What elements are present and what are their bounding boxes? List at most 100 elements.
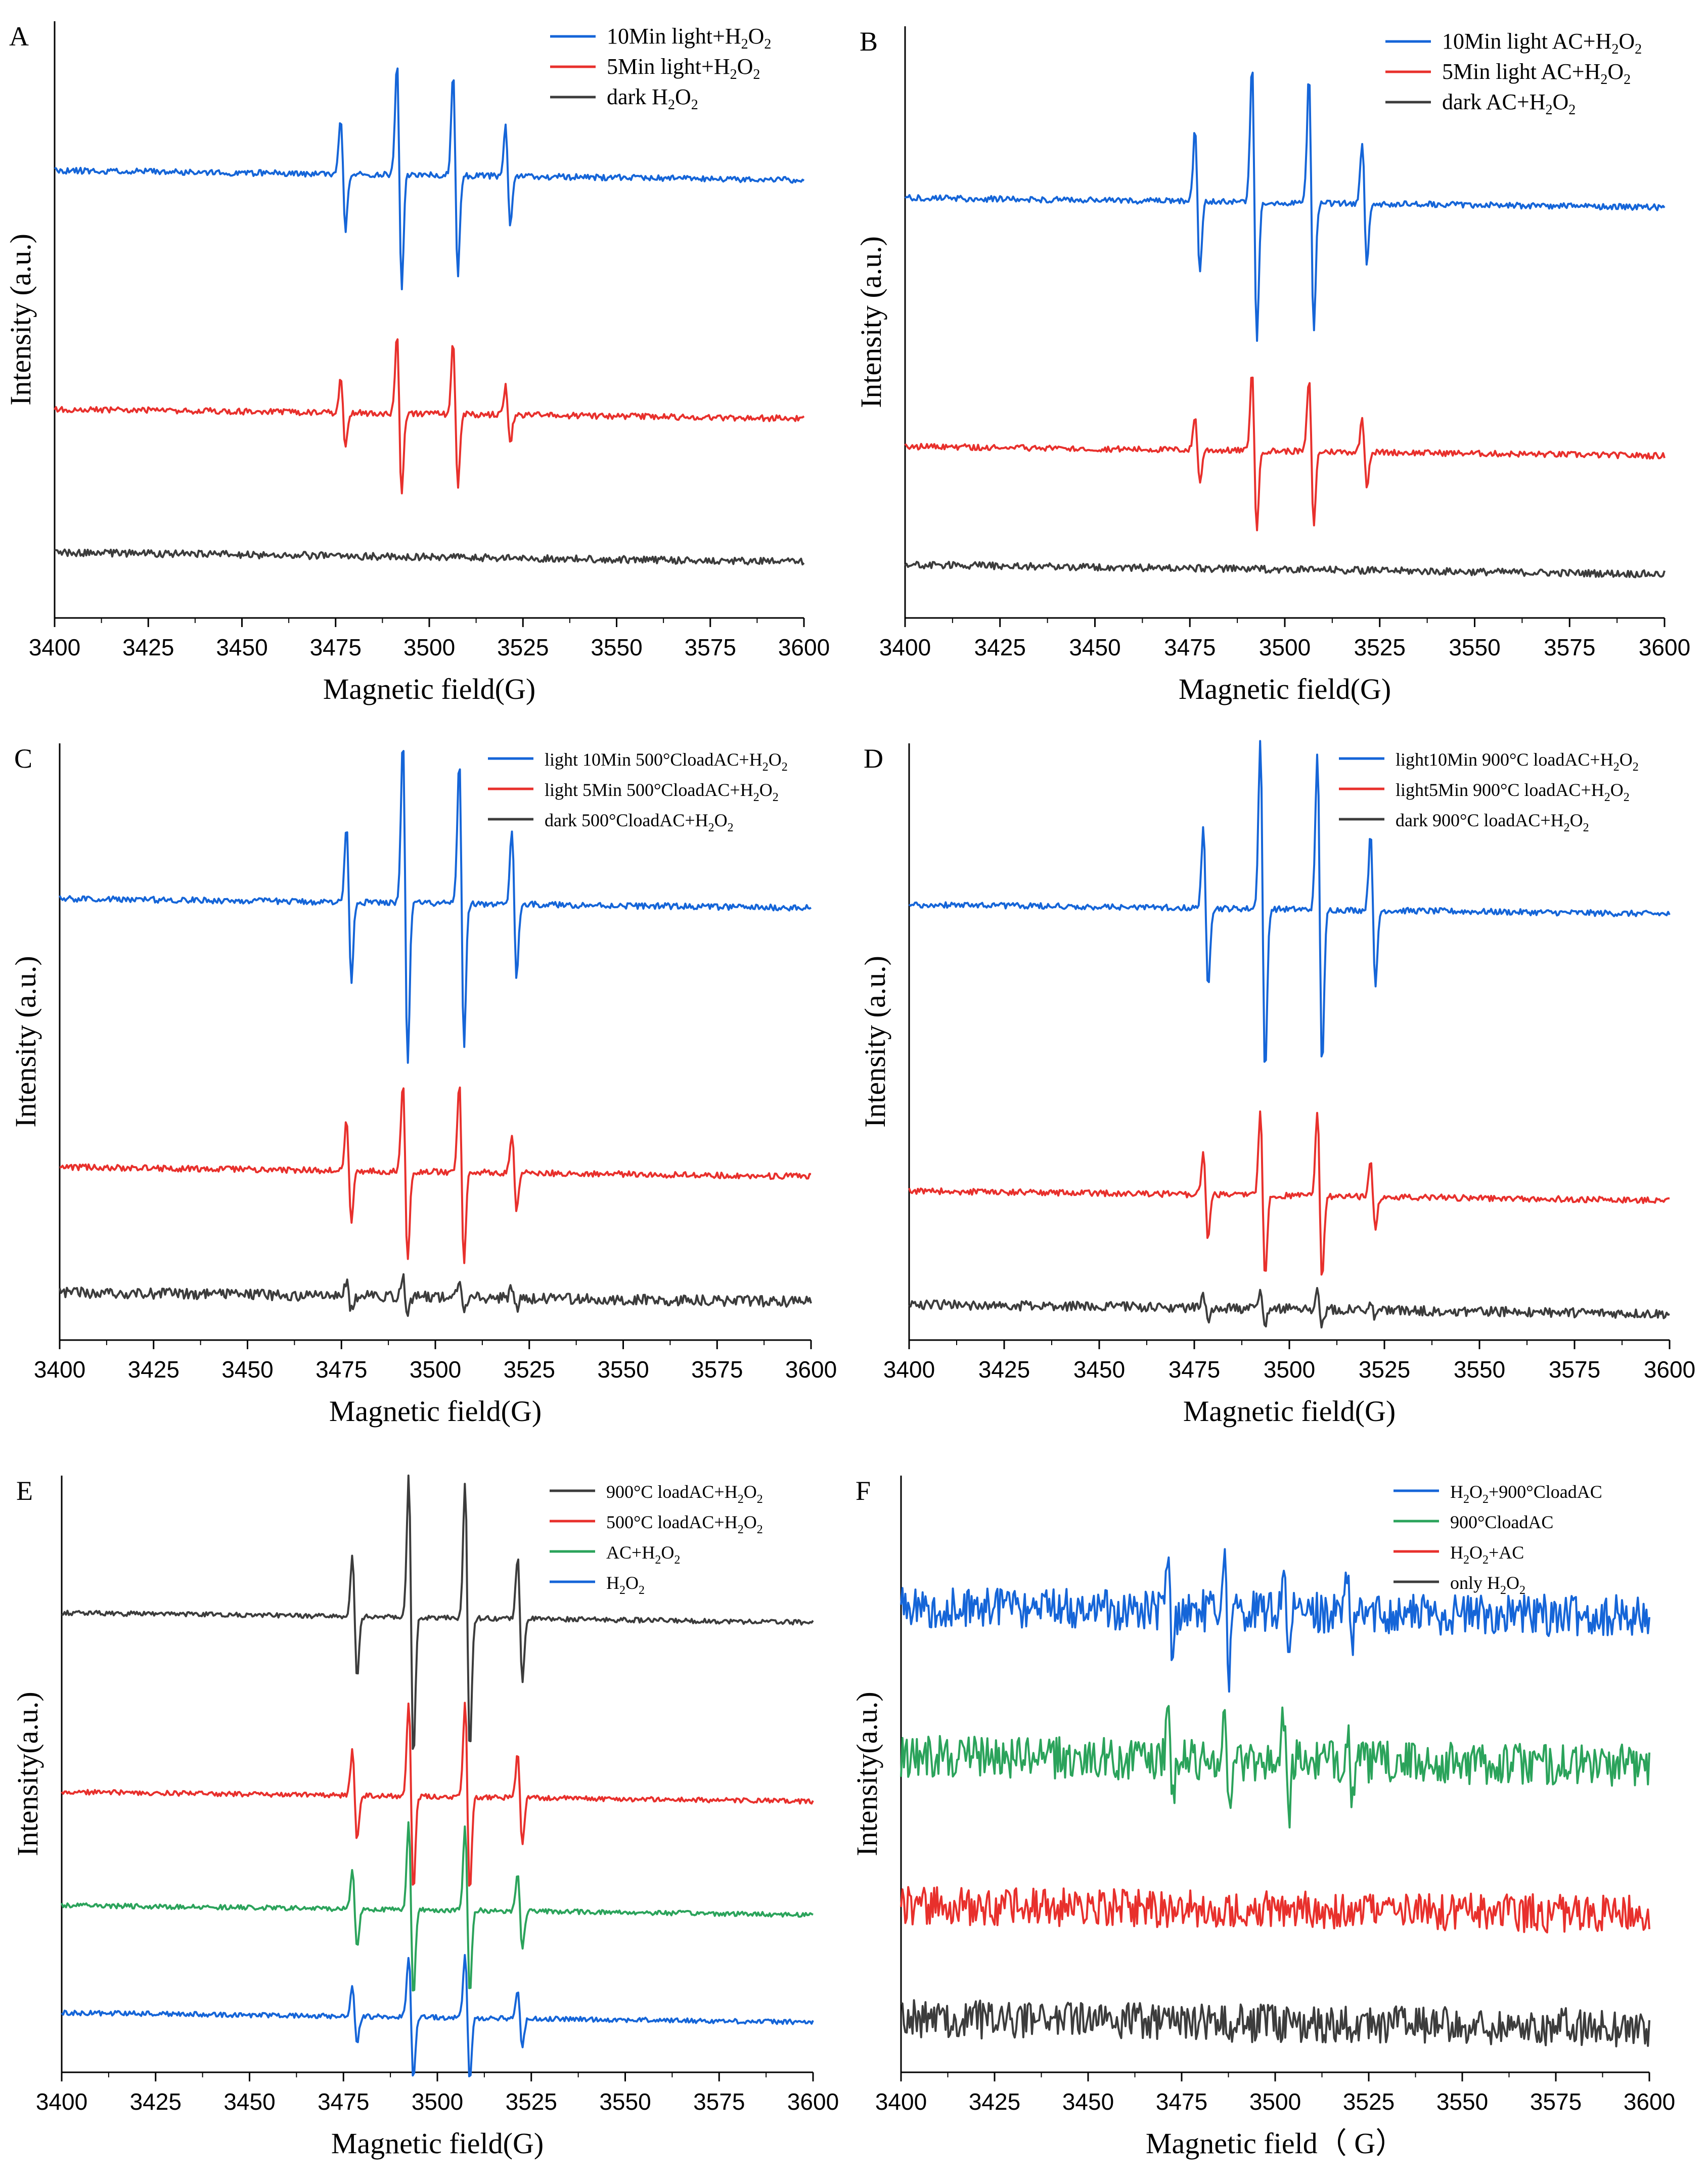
legend-label: 500°C loadAC+H2O2 — [606, 1512, 763, 1536]
x-tick-label: 3575 — [1544, 634, 1595, 660]
legend-label: light 10Min 500°CloadAC+H2O2 — [545, 749, 788, 774]
legend-subscript: 2 — [738, 1523, 744, 1536]
legend-text: 900°C loadAC+H — [606, 1482, 738, 1502]
x-tick-label: 3500 — [1249, 2088, 1301, 2115]
x-tick-label: 3575 — [1530, 2088, 1582, 2115]
legend-text: O — [1607, 59, 1624, 84]
panel-f: 3400 3425 3450 3475 3500 3525 3550 3575 3600 F Mag… — [850, 1476, 1675, 2160]
legend-subscript: 2 — [1624, 791, 1630, 804]
legend-text: O — [737, 54, 753, 79]
legend-text: O — [769, 749, 782, 770]
legend-text: dark H — [607, 84, 668, 109]
x-tick-label: 3425 — [130, 2088, 182, 2115]
legend-subscript: 2 — [1564, 821, 1570, 834]
legend-text: 10Min light+H — [607, 24, 741, 49]
x-tick-label: 3600 — [1644, 1356, 1695, 1383]
legend-subscript: 2 — [1463, 1553, 1469, 1567]
legend-text: O — [1506, 1573, 1519, 1593]
x-tick-label: 3600 — [785, 1356, 837, 1383]
legend-text: O — [744, 1512, 757, 1532]
legend-subscript: 2 — [753, 791, 759, 804]
legend-text: light10Min 900°C loadAC+H — [1396, 749, 1613, 770]
legend-text: H — [606, 1573, 619, 1593]
series-line-2 — [904, 561, 1666, 579]
legend-subscript: 2 — [1519, 1584, 1525, 1597]
y-axis-label: Intensity (a.u.) — [859, 956, 891, 1128]
legend-text: only H — [1450, 1573, 1500, 1593]
x-tick-label: 3500 — [412, 2088, 463, 2115]
y-axis-label-text: Intensity(a.u.) — [11, 1692, 44, 1856]
legend-text: light 10Min 500°CloadAC+H — [545, 749, 762, 770]
legend-subscript: 2 — [741, 36, 748, 52]
legend-subscript: 2 — [655, 1553, 661, 1567]
series-line-1 — [54, 338, 805, 495]
legend-text: dark 500°CloadAC+H — [545, 810, 708, 830]
x-tick-label: 3475 — [1164, 634, 1216, 660]
legend-text: O — [748, 24, 765, 49]
x-tick-label: 3475 — [1156, 2088, 1207, 2115]
x-tick-label: 3550 — [597, 1356, 649, 1383]
legend-subscript: 2 — [764, 36, 771, 52]
legend-subscript: 2 — [1604, 791, 1610, 804]
legend-subscript: 2 — [782, 761, 788, 774]
legend-text: O — [625, 1573, 639, 1593]
legend-label: light5Min 900°C loadAC+H2O2 — [1396, 780, 1630, 804]
legend-text: O — [714, 810, 728, 830]
legend-subscript: 2 — [757, 1523, 763, 1536]
x-tick-label: 3425 — [974, 634, 1026, 660]
series-line-0 — [61, 1474, 814, 1750]
y-axis-label: Intensity (a.u.) — [4, 234, 37, 406]
x-tick-label: 3450 — [1073, 1356, 1125, 1383]
y-axis-label-text: Intensity(a.u.) — [850, 1692, 883, 1856]
x-tick-label: 3425 — [978, 1356, 1030, 1383]
legend-text: O — [675, 84, 691, 109]
panel-label: D — [864, 743, 883, 774]
legend-subscript: 2 — [753, 67, 760, 82]
panel-label: A — [9, 21, 29, 52]
x-tick-label: 3400 — [36, 2088, 87, 2115]
legend-label: AC+H2O2 — [606, 1542, 680, 1567]
legend-subscript: 2 — [668, 97, 675, 113]
x-tick-label: 3450 — [1069, 634, 1120, 660]
legend-text: O — [759, 780, 773, 800]
y-axis-label: Intensity (a.u.) — [855, 236, 887, 408]
x-tick-label: 3550 — [599, 2088, 651, 2115]
x-tick-label: 3525 — [504, 1356, 555, 1383]
legend-label: only H2O2 — [1450, 1573, 1525, 1597]
x-tick-label: 3500 — [410, 1356, 461, 1383]
series-line-2 — [54, 548, 805, 566]
series-line-3 — [901, 1999, 1650, 2048]
x-tick-label: 3475 — [1168, 1356, 1220, 1383]
series-line-2 — [900, 1886, 1650, 1934]
panel-c: 3400 3425 3450 3475 3500 3525 3550 3575 3600 C Mag… — [9, 743, 837, 1428]
x-tick-label: 3500 — [1259, 634, 1311, 660]
x-tick-label: 3575 — [691, 1356, 743, 1383]
legend-text: O — [1620, 749, 1633, 770]
legend-subscript: 2 — [1482, 1493, 1489, 1506]
legend-label: H2O2 — [606, 1573, 645, 1597]
legend-label: 10Min light+H2O2 — [607, 24, 771, 52]
x-tick-label: 3550 — [1454, 1356, 1505, 1383]
panel-label: F — [856, 1476, 871, 1506]
legend-subscript: 2 — [762, 761, 769, 774]
legend-subscript: 2 — [1545, 102, 1552, 118]
panel-b: 3400 3425 3450 3475 3500 3525 3550 3575 3600 B Mag… — [855, 26, 1690, 705]
legend-label: dark 900°C loadAC+H2O2 — [1396, 810, 1589, 834]
legend-subscript: 2 — [1624, 72, 1631, 87]
legend-text: light 5Min 500°CloadAC+H — [545, 780, 753, 800]
legend-text: +900°CloadAC — [1489, 1482, 1602, 1502]
legend-subscript: 2 — [1482, 1553, 1489, 1567]
x-axis-label: Magnetic field(G) — [1183, 1395, 1396, 1428]
legend-subscript: 2 — [773, 791, 779, 804]
legend-subscript: 2 — [1633, 761, 1639, 774]
x-tick-label: 3575 — [693, 2088, 745, 2115]
legend-text: O — [744, 1482, 757, 1502]
legend-subscript: 2 — [1600, 72, 1607, 87]
series-line-0 — [904, 71, 1666, 342]
legend-subscript: 2 — [730, 67, 737, 82]
legend-label: 900°CloadAC — [1450, 1512, 1553, 1532]
x-tick-label: 3500 — [403, 634, 455, 660]
legend-subscript: 2 — [639, 1584, 645, 1597]
legend-text: dark AC+H — [1442, 90, 1545, 114]
